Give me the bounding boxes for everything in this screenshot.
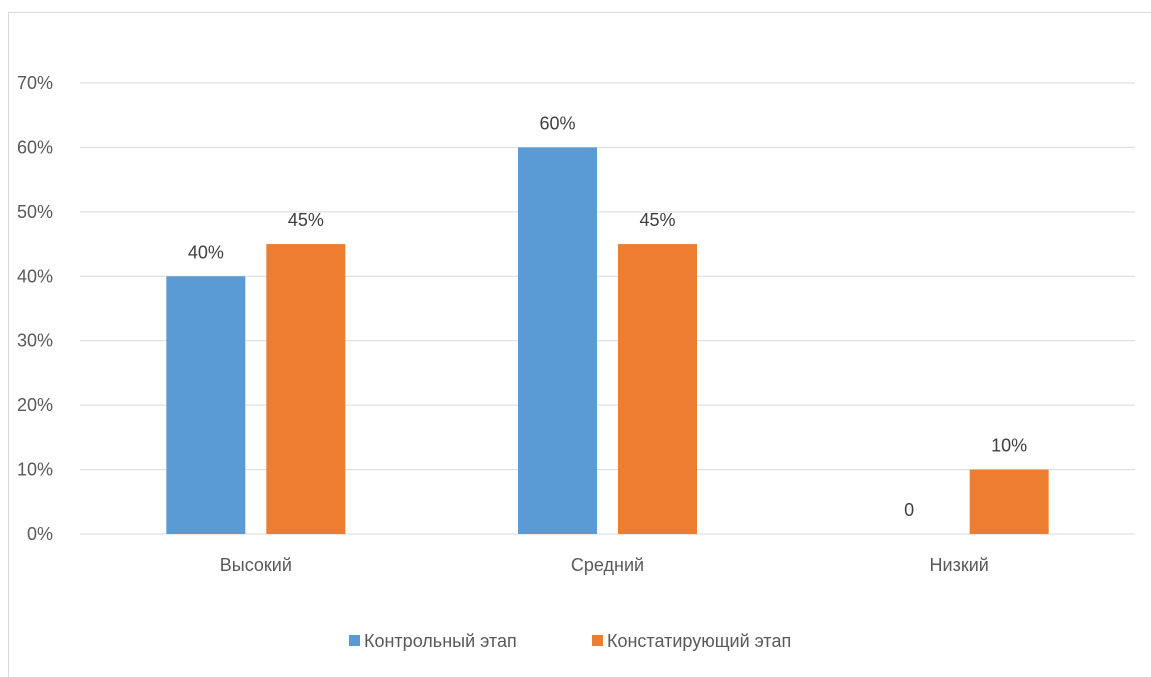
legend-swatch	[349, 635, 360, 646]
y-tick-label: 10%	[17, 460, 53, 480]
y-tick-label: 70%	[17, 73, 53, 93]
data-label: 0	[904, 500, 914, 520]
category-label: Низкий	[930, 555, 989, 575]
legend: Контрольный этап Констатирующий этап	[349, 631, 791, 651]
y-tick-label: 50%	[17, 202, 53, 222]
bars	[166, 147, 1049, 535]
legend-swatch	[592, 635, 603, 646]
y-tick-label: 20%	[17, 395, 53, 415]
data-label: 45%	[288, 210, 324, 230]
data-label: 45%	[639, 210, 675, 230]
bar	[518, 147, 597, 534]
x-axis-categories: Высокий Средний Низкий	[220, 555, 989, 575]
bar	[618, 244, 697, 535]
gridlines	[80, 82, 1135, 535]
chart-frame	[8, 12, 1151, 677]
legend-label: Констатирующий этап	[607, 631, 791, 651]
category-label: Средний	[571, 555, 644, 575]
data-label: 10%	[991, 436, 1027, 456]
y-tick-label: 30%	[17, 331, 53, 351]
legend-label: Контрольный этап	[364, 631, 517, 651]
data-label: 40%	[188, 242, 224, 262]
bar	[969, 469, 1049, 534]
category-label: Высокий	[220, 555, 292, 575]
bar	[266, 244, 346, 535]
y-tick-label: 60%	[17, 137, 53, 157]
y-tick-label: 0%	[27, 524, 53, 544]
data-labels: 40% 45% 60% 45% 0 10%	[188, 113, 1027, 520]
y-axis-ticks: 0% 10% 20% 30% 40% 50% 60% 70%	[17, 73, 53, 544]
data-label: 60%	[539, 113, 575, 133]
bar	[166, 276, 246, 534]
y-tick-label: 40%	[17, 266, 53, 286]
